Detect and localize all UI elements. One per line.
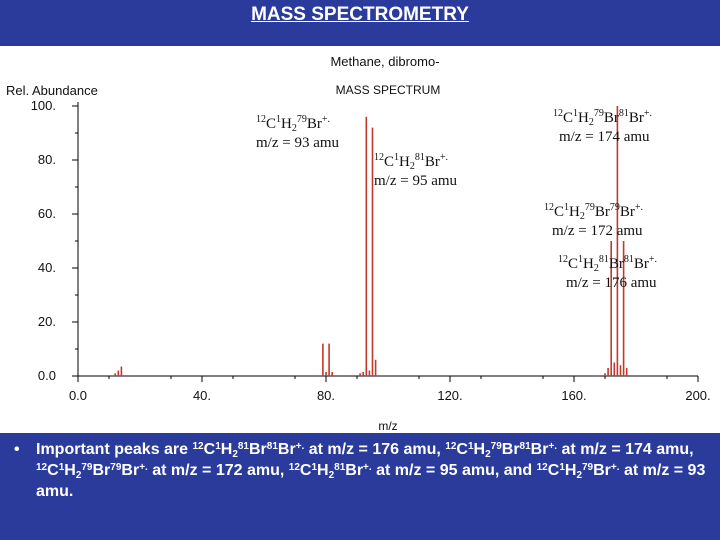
y-tick-label: 20. — [38, 314, 56, 329]
x-tick-label: 120. — [437, 388, 462, 403]
y-tick-label: 0.0 — [38, 368, 56, 383]
annotation-mz172: 12C1H279Br79Br+. m/z = 172 amu — [544, 202, 643, 239]
bullet-marker: • — [14, 441, 20, 458]
y-tick-label: 40. — [38, 260, 56, 275]
annotation-mz93-value: m/z = 93 amu — [256, 134, 340, 151]
annotation-mz174-value: m/z = 174 amu — [559, 128, 650, 145]
x-tick-label: 200. — [685, 388, 710, 403]
y-tick-label: 60. — [38, 206, 56, 221]
chart-subtitle: MASS SPECTRUM — [336, 83, 441, 97]
summary-text: Important peaks are 12C1H281Br81Br+. at … — [36, 441, 706, 500]
spectrum-panel: Methane, dibromo- MASS SPECTRUM Rel. Abu… — [0, 46, 720, 433]
chart-title: Methane, dibromo- — [330, 54, 439, 69]
annotation-mz174: 12C1H279Br81Br+. m/z = 174 amu — [553, 108, 652, 145]
annotation-mz176: 12C1H281Br81Br+. m/z = 176 amu — [558, 254, 657, 291]
annotation-mz95: 12C1H281Br+. m/z = 95 amu — [374, 152, 458, 189]
y-tick-label: 80. — [38, 152, 56, 167]
annotation-mz93: 12C1H279Br+. m/z = 93 amu — [256, 114, 340, 151]
x-tick-label: 0.0 — [69, 388, 87, 403]
summary-bullet: • Important peaks are 12C1H281Br81Br+. a… — [14, 440, 714, 503]
annotation-mz176-value: m/z = 176 amu — [566, 274, 657, 291]
x-tick-label: 160. — [561, 388, 586, 403]
x-axis-label: m/z — [378, 419, 397, 433]
mass-spectrum-chart: Methane, dibromo- MASS SPECTRUM Rel. Abu… — [6, 54, 711, 433]
x-tick-label: 40. — [193, 388, 211, 403]
x-tick-label: 80. — [317, 388, 335, 403]
slide-title: MASS SPECTROMETRY — [251, 4, 469, 25]
annotation-mz95-value: m/z = 95 amu — [374, 172, 458, 189]
y-axis-label: Rel. Abundance — [6, 83, 98, 98]
annotation-mz172-value: m/z = 172 amu — [552, 222, 643, 239]
y-tick-label: 100. — [31, 98, 56, 113]
